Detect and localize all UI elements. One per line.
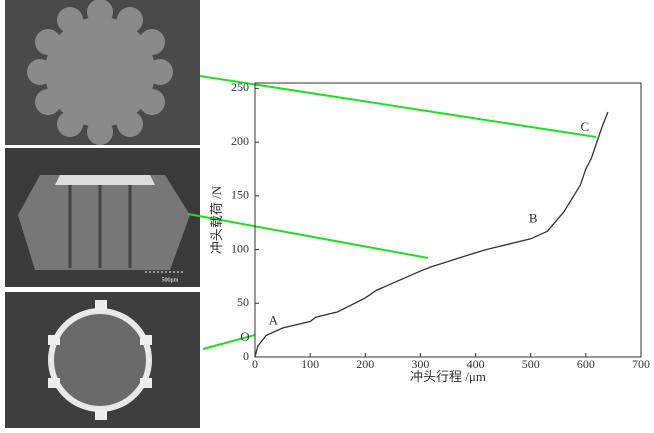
data-line	[255, 112, 608, 357]
x-tick-label: 500	[522, 357, 540, 371]
x-tick-label: 600	[577, 357, 595, 371]
y-tick-label: 100	[231, 241, 249, 255]
point-label: O	[240, 329, 249, 344]
point-label: A	[269, 312, 279, 327]
x-tick-label: 100	[301, 357, 319, 371]
x-tick-label: 0	[252, 357, 258, 371]
photo-top	[5, 0, 200, 145]
point-label: B	[529, 210, 538, 225]
y-tick-label: 0	[243, 349, 249, 363]
y-axis-label: 冲头载荷 /N	[209, 185, 224, 254]
photo-middle: 500μm	[5, 148, 200, 287]
scale-bar-label: 500μm	[162, 277, 179, 283]
photo-bottom	[5, 292, 200, 428]
y-tick-label: 200	[231, 134, 249, 148]
point-label: C	[581, 119, 590, 134]
figure: 500μm 0100200300400500600700050100150200…	[0, 0, 654, 433]
y-tick-label: 50	[237, 295, 249, 309]
x-tick-label: 700	[632, 357, 650, 371]
y-tick-label: 250	[231, 80, 249, 94]
x-axis-label: 冲头行程 /μm	[410, 369, 486, 384]
x-tick-label: 200	[356, 357, 374, 371]
y-tick-label: 150	[231, 188, 249, 202]
